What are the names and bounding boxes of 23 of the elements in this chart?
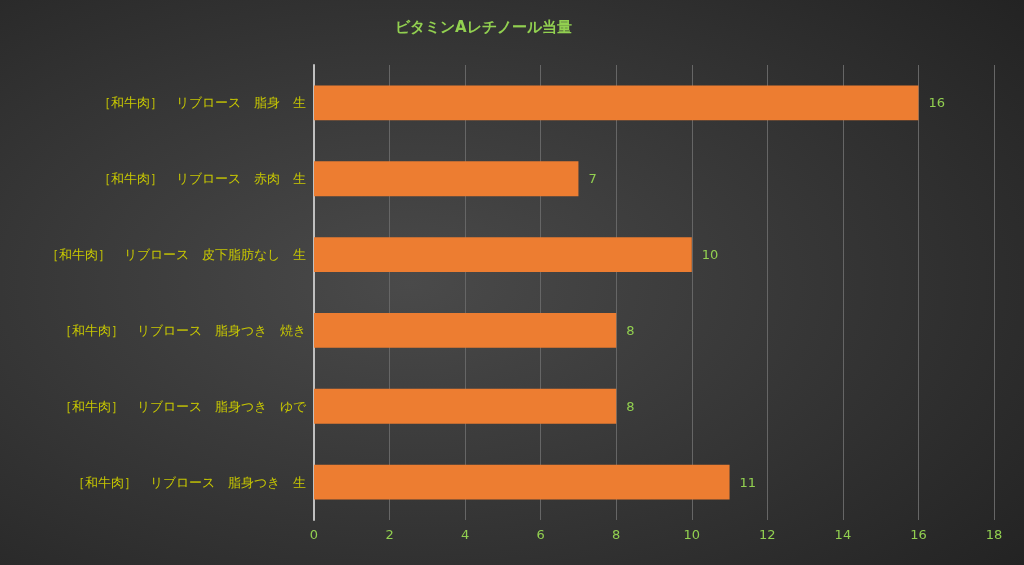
x-tick-label: 8	[612, 527, 621, 542]
data-label: 7	[588, 171, 597, 187]
x-tick-label: 0	[309, 527, 319, 542]
chart-title: ビタミンAレチノール当量	[395, 17, 572, 36]
x-tick-label: 6	[536, 527, 545, 542]
x-tick-label: 18	[985, 527, 1003, 542]
y-tick-label: ［和牛肉］ リブロース 赤肉 生	[98, 171, 306, 187]
data-label: 16	[928, 95, 945, 111]
data-label: 8	[626, 322, 635, 338]
data-label: 8	[626, 398, 635, 414]
y-tick-label: ［和牛肉］ リブロース 脂身つき 焼き	[59, 322, 306, 338]
x-tick-label: 4	[460, 527, 470, 542]
y-tick-label: ［和牛肉］ リブロース 脂身つき 生	[72, 474, 306, 490]
y-tick-label: ［和牛肉］ リブロース 脂身 生	[98, 95, 306, 111]
x-tick-label: 16	[910, 527, 927, 542]
y-tick-label: ［和牛肉］ リブロース 脂身つき ゆで	[59, 398, 307, 414]
x-tick-label: 10	[683, 527, 701, 542]
x-tick-label: 12	[759, 527, 776, 542]
x-tick-label: 14	[834, 527, 852, 542]
x-tick-label: 2	[385, 527, 394, 542]
y-tick-label: ［和牛肉］ リブロース 皮下脂肪なし 生	[46, 247, 306, 263]
data-label: 11	[739, 474, 757, 490]
data-label: 10	[701, 247, 719, 263]
